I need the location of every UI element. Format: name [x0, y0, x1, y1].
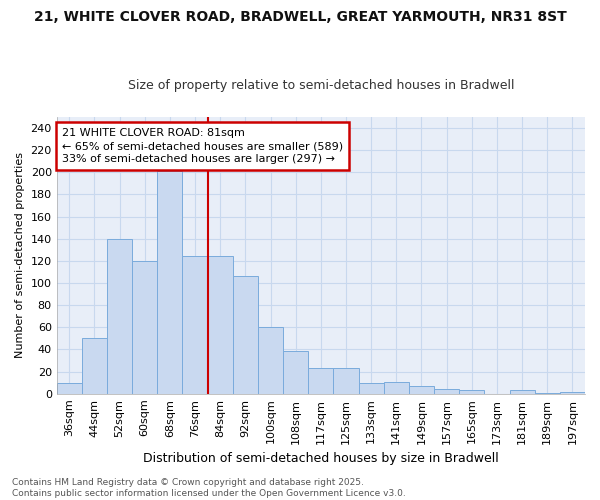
- Title: Size of property relative to semi-detached houses in Bradwell: Size of property relative to semi-detach…: [128, 79, 514, 92]
- Bar: [258, 328, 283, 394]
- Bar: [233, 276, 258, 394]
- Text: Contains HM Land Registry data © Crown copyright and database right 2025.
Contai: Contains HM Land Registry data © Crown c…: [12, 478, 406, 498]
- Bar: [560, 392, 585, 394]
- Bar: [434, 390, 459, 394]
- Bar: [384, 382, 409, 394]
- Bar: [308, 368, 334, 394]
- X-axis label: Distribution of semi-detached houses by size in Bradwell: Distribution of semi-detached houses by …: [143, 452, 499, 465]
- Bar: [208, 256, 233, 394]
- Bar: [82, 338, 107, 394]
- Bar: [409, 386, 434, 394]
- Y-axis label: Number of semi-detached properties: Number of semi-detached properties: [15, 152, 25, 358]
- Bar: [107, 238, 132, 394]
- Bar: [509, 390, 535, 394]
- Bar: [132, 261, 157, 394]
- Bar: [334, 368, 359, 394]
- Bar: [56, 382, 82, 394]
- Bar: [535, 392, 560, 394]
- Bar: [283, 350, 308, 394]
- Bar: [157, 171, 182, 394]
- Text: 21 WHITE CLOVER ROAD: 81sqm
← 65% of semi-detached houses are smaller (589)
33% : 21 WHITE CLOVER ROAD: 81sqm ← 65% of sem…: [62, 128, 343, 164]
- Bar: [182, 256, 208, 394]
- Bar: [359, 382, 384, 394]
- Text: 21, WHITE CLOVER ROAD, BRADWELL, GREAT YARMOUTH, NR31 8ST: 21, WHITE CLOVER ROAD, BRADWELL, GREAT Y…: [34, 10, 566, 24]
- Bar: [459, 390, 484, 394]
